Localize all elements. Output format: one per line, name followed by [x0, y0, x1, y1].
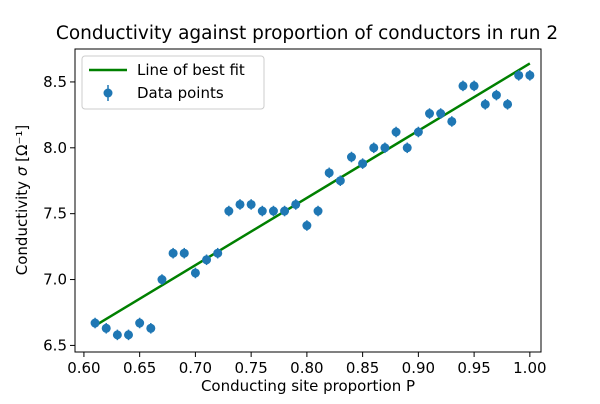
data-point	[101, 323, 111, 333]
chart-title: Conductivity against proportion of condu…	[56, 23, 558, 44]
data-point	[213, 248, 223, 258]
y-tick-label: 6.5	[43, 336, 67, 354]
data-point	[358, 159, 368, 169]
y-tick-label: 7.5	[43, 205, 67, 223]
data-point	[224, 206, 234, 216]
data-point	[302, 221, 312, 231]
data-point	[313, 206, 323, 216]
data-point	[291, 199, 301, 209]
y-tick-label: 8.0	[43, 139, 67, 157]
data-point	[235, 199, 245, 209]
data-point	[168, 248, 178, 258]
x-tick-label: 0.75	[234, 359, 267, 377]
data-point	[369, 143, 379, 153]
x-axis-label: Conducting site proportion P	[201, 377, 415, 395]
legend-label-points: Data points	[137, 84, 224, 102]
legend-label-fit: Line of best fit	[137, 61, 245, 79]
data-point	[503, 99, 513, 109]
x-tick-label: 0.95	[457, 359, 490, 377]
data-point	[257, 206, 267, 216]
data-point	[324, 168, 334, 178]
data-point	[514, 70, 524, 80]
data-point	[335, 176, 345, 186]
y-tick-label: 7.0	[43, 271, 67, 289]
data-point	[268, 206, 278, 216]
data-point	[124, 330, 134, 340]
data-point	[146, 323, 156, 333]
data-point	[246, 199, 256, 209]
data-point	[402, 143, 412, 153]
x-tick-label: 0.60	[67, 359, 100, 377]
axes-frame	[74, 48, 542, 353]
data-point	[190, 268, 200, 278]
x-tick-label: 0.90	[402, 359, 435, 377]
y-axis-label: Conductivity σ [Ω⁻¹]	[13, 125, 31, 275]
legend-marker-swatch	[103, 88, 113, 98]
y-tick-label: 8.5	[43, 73, 67, 91]
legend-box	[81, 55, 265, 110]
best-fit-line	[94, 62, 531, 327]
data-point	[90, 318, 100, 328]
data-point	[391, 127, 401, 137]
x-tick-label: 0.70	[179, 359, 212, 377]
data-point	[469, 81, 479, 91]
plot-area	[90, 62, 535, 341]
data-point	[491, 90, 501, 100]
data-point	[280, 206, 290, 216]
y-axis-label-unit: [Ω⁻¹]	[13, 125, 31, 162]
data-point	[135, 318, 145, 328]
data-point	[425, 109, 435, 119]
y-axis-label-main: Conductivity	[13, 181, 31, 275]
data-point	[436, 109, 446, 119]
data-point	[413, 127, 423, 137]
legend: Line of best fit Data points	[81, 55, 265, 110]
data-point	[346, 152, 356, 162]
data-point	[179, 248, 189, 258]
data-point	[525, 70, 535, 80]
y-axis-label-symbol: σ	[13, 166, 31, 176]
data-point	[447, 116, 457, 126]
data-point	[202, 255, 212, 265]
data-point	[480, 99, 490, 109]
data-point	[157, 275, 167, 285]
data-point	[458, 81, 468, 91]
y-axis-ticks: 6.5 7.0 7.5 8.0 8.5	[43, 73, 75, 354]
x-tick-label: 0.80	[290, 359, 323, 377]
data-point	[112, 330, 122, 340]
x-tick-label: 1.00	[513, 359, 546, 377]
x-tick-label: 0.85	[346, 359, 379, 377]
x-tick-label: 0.65	[123, 359, 156, 377]
data-point	[380, 143, 390, 153]
x-axis-ticks: 0.60 0.65 0.70 0.75 0.80 0.85 0.90 0.95 1.00	[67, 352, 547, 377]
